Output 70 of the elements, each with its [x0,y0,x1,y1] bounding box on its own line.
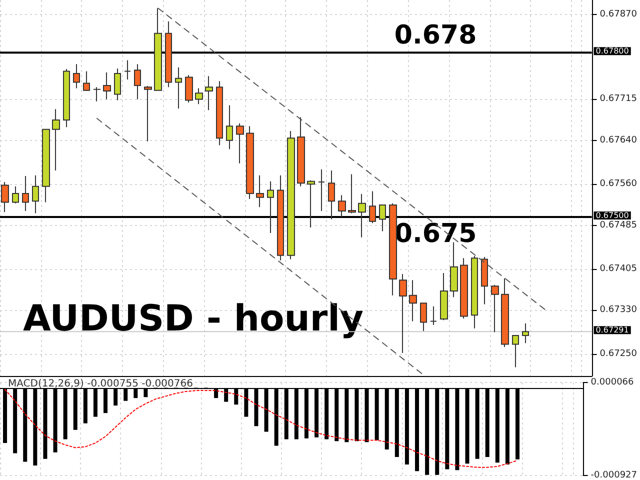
candlestick [52,108,60,171]
candlestick [93,86,101,102]
candlestick [175,66,182,110]
y-tick-label: 0.67560 [600,179,638,190]
candlestick [195,88,203,105]
candlestick [277,174,284,261]
candlestick [471,255,478,329]
candlestick [307,180,315,228]
candlestick [83,70,90,92]
candlestick [358,194,366,238]
candlestick [297,116,305,187]
y-tick-label: 0.67640 [600,135,638,146]
candlestick [389,202,397,296]
candlestick [1,181,9,213]
candlestick [460,258,468,319]
ref-line-label: 0.675 [394,219,477,250]
candlestick [267,180,274,234]
candlestick [246,126,254,200]
candlestick [379,204,386,232]
candlestick [522,322,529,344]
candlestick [501,278,509,348]
candlestick [440,272,448,321]
y-tick-label: 0.67870 [600,9,638,20]
text: 0.67800 [596,46,629,56]
candlestick [287,130,295,260]
candlestick [134,64,141,100]
candlestick [185,74,193,103]
candlestick [103,72,111,100]
candlestick [348,174,356,214]
candlestick [12,186,19,204]
candlestick [409,280,417,322]
candlestick [328,170,335,220]
y-tick-label: 0.000066 [590,378,634,388]
candlestick [430,306,437,326]
candlestick [165,20,172,88]
candlestick [22,175,29,212]
candlestick [491,284,499,333]
candlestick [338,194,346,218]
candlestick [512,334,519,368]
y-tick-label: -0.000927 [590,470,638,480]
candlestick [124,60,131,80]
candlestick [256,174,264,208]
text: AUDUSD - hourly [23,298,364,340]
candlestick [42,128,50,203]
candlestick [450,242,458,298]
y-tick-label: 0.67485 [600,220,637,230]
chart-title: MACD(12,26,9) -0.000755 -0.000766 [8,378,193,390]
candlestick [63,68,70,128]
candlestick [32,174,39,214]
candlestick [216,80,223,146]
candlestick [481,256,488,305]
ref-line-label: 0.678 [394,20,477,51]
candlestick [318,168,325,212]
candlestick [154,8,162,91]
candlestick [205,76,213,111]
candlestick [236,122,244,164]
candlestick [226,104,233,150]
candlestick [73,64,80,89]
text: 0.67500 [596,211,629,220]
candlestick [144,86,152,142]
y-tick-label: 0.67405 [600,264,637,274]
candlestick [399,274,407,354]
y-tick-label: 0.67330 [600,305,638,316]
text: 0.67291 [596,326,629,335]
candlestick [420,302,427,332]
candlestick [369,190,376,224]
y-tick-label: 0.67250 [600,349,638,360]
candlestick [114,68,121,101]
y-tick-label: 0.67715 [600,94,637,104]
line-series [4,389,518,468]
